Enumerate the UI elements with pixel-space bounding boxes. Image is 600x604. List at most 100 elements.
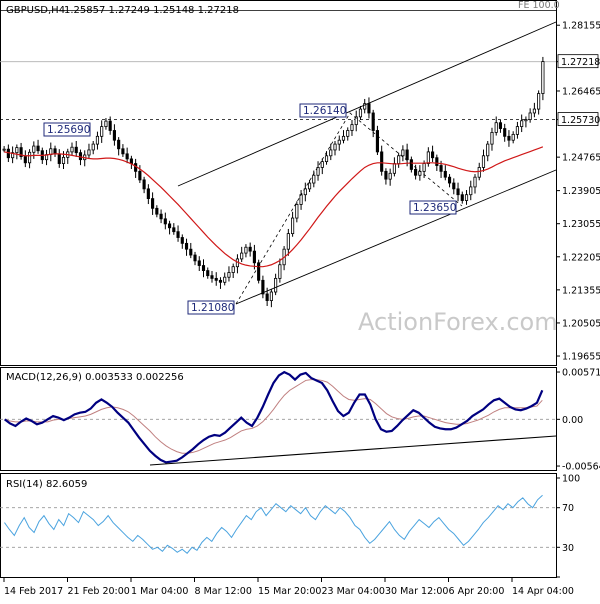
annotation-label: 1.21080 bbox=[187, 300, 235, 315]
candle-body bbox=[117, 139, 121, 150]
candle-body bbox=[244, 246, 248, 254]
candle-body bbox=[95, 135, 100, 145]
candle-body bbox=[477, 167, 481, 178]
price-axis-label: 1.23055 bbox=[562, 219, 600, 230]
candle-body bbox=[452, 182, 456, 190]
candle-body bbox=[159, 213, 163, 220]
macd-axis-label: 0.005717 bbox=[562, 368, 600, 379]
candle-body bbox=[138, 170, 142, 181]
candle-body bbox=[193, 254, 197, 262]
candle-body bbox=[210, 275, 214, 279]
price-axis-label: 1.28155 bbox=[562, 21, 600, 32]
last-price-tag-box bbox=[557, 54, 599, 69]
candle-body bbox=[104, 120, 108, 127]
x-axis-label: 30 Mar 12:00 bbox=[385, 586, 448, 597]
candle-body bbox=[401, 149, 405, 157]
candle-body bbox=[2, 148, 6, 151]
candle-body bbox=[248, 246, 252, 252]
annotation-label-text: 1.25690 bbox=[47, 124, 90, 136]
candle-body bbox=[274, 277, 278, 293]
annotation-label: 1.23650 bbox=[409, 200, 457, 215]
price-panel-frame bbox=[0, 0, 557, 366]
candle-body bbox=[129, 158, 133, 164]
moving-average-line bbox=[4, 146, 544, 268]
projection-lines bbox=[235, 112, 463, 305]
candle-body bbox=[537, 93, 541, 110]
candle-body bbox=[265, 293, 269, 301]
candle-body bbox=[100, 126, 104, 137]
annotation-label-box bbox=[299, 103, 347, 118]
candle-body bbox=[197, 260, 201, 266]
annotation-label-text: 1.23650 bbox=[413, 202, 456, 214]
candle-body bbox=[108, 120, 112, 131]
candle-body bbox=[125, 153, 129, 160]
candle-body bbox=[494, 122, 498, 133]
candle-body bbox=[227, 272, 231, 278]
candle-body bbox=[15, 147, 19, 154]
candle-body bbox=[392, 163, 396, 174]
axes: 1.28155 1.26465 1.24765 1.23905 1.23055 1.222… bbox=[3, 21, 600, 597]
candle-body bbox=[257, 262, 261, 281]
candle-body bbox=[439, 165, 443, 172]
x-axis-label: 1 Mar 04:00 bbox=[131, 586, 188, 597]
candle-body bbox=[223, 276, 227, 283]
price-axis-label: 1.20505 bbox=[562, 318, 600, 329]
candle-body bbox=[320, 161, 324, 168]
candle-body bbox=[350, 124, 354, 131]
candle-body bbox=[329, 149, 333, 157]
candle-body bbox=[337, 139, 341, 145]
candle-body bbox=[180, 237, 184, 244]
candle-body bbox=[490, 132, 494, 145]
rsi-axis-label: 100 bbox=[562, 474, 580, 485]
candle-body bbox=[167, 223, 172, 229]
candle-body bbox=[291, 217, 295, 235]
candle-body bbox=[346, 130, 350, 137]
candle-body bbox=[511, 133, 515, 141]
candle-body bbox=[240, 252, 244, 260]
annotation-label-box bbox=[43, 122, 91, 137]
candle-body bbox=[397, 155, 401, 164]
macd-axis-label: 0.00 bbox=[562, 415, 583, 426]
candle-body bbox=[146, 188, 150, 199]
macd-title: MACD(12,26,9) 0.003533 0.002256 bbox=[6, 372, 184, 383]
candle-body bbox=[70, 146, 74, 153]
candle-body bbox=[380, 151, 384, 172]
candle-body bbox=[443, 170, 447, 178]
annotation-label-text: 1.26140 bbox=[303, 105, 346, 117]
candle-body bbox=[426, 151, 430, 164]
candle-body bbox=[435, 157, 439, 166]
x-axis-label: 6 Apr 20:00 bbox=[449, 586, 505, 597]
candle-body bbox=[371, 112, 375, 131]
candle-body bbox=[32, 145, 36, 153]
candle-body bbox=[163, 218, 167, 225]
rsi-title: RSI(14) 82.6059 bbox=[6, 479, 87, 490]
x-axis-label: 15 Mar 20:00 bbox=[258, 586, 321, 597]
marked-level-tag-text: 1.25730 bbox=[561, 115, 600, 126]
candle-body bbox=[74, 146, 78, 154]
candle-body bbox=[303, 188, 307, 196]
watermark: ActionForex.com bbox=[358, 308, 558, 336]
candle-body bbox=[515, 126, 519, 135]
annotation-label-text: 1.21080 bbox=[191, 302, 234, 314]
last-price-tag-text: 1.27218 bbox=[561, 57, 600, 68]
candle-body bbox=[341, 135, 346, 141]
candle-body bbox=[57, 153, 61, 164]
candle-body bbox=[142, 179, 146, 190]
candle-body bbox=[460, 194, 464, 201]
candle-body bbox=[541, 61, 545, 94]
candle-body bbox=[172, 227, 176, 233]
candle-body bbox=[520, 120, 524, 127]
candle-body bbox=[388, 172, 392, 180]
ohlc-readout: 1.25857 1.27249 1.25148 1.27218 bbox=[64, 5, 239, 16]
marked-level-tag-box bbox=[557, 112, 599, 126]
candle-body bbox=[384, 170, 388, 180]
candle-body bbox=[184, 242, 189, 250]
rsi-axis-label: 30 bbox=[562, 543, 574, 554]
x-axis-label: 14 Apr 04:00 bbox=[512, 586, 574, 597]
price-chart-title: GBPUSD,H4 bbox=[6, 5, 65, 16]
candle-body bbox=[447, 176, 452, 184]
candle-body bbox=[78, 152, 83, 161]
candle-body bbox=[405, 149, 409, 161]
annotation-label-box bbox=[409, 200, 457, 215]
